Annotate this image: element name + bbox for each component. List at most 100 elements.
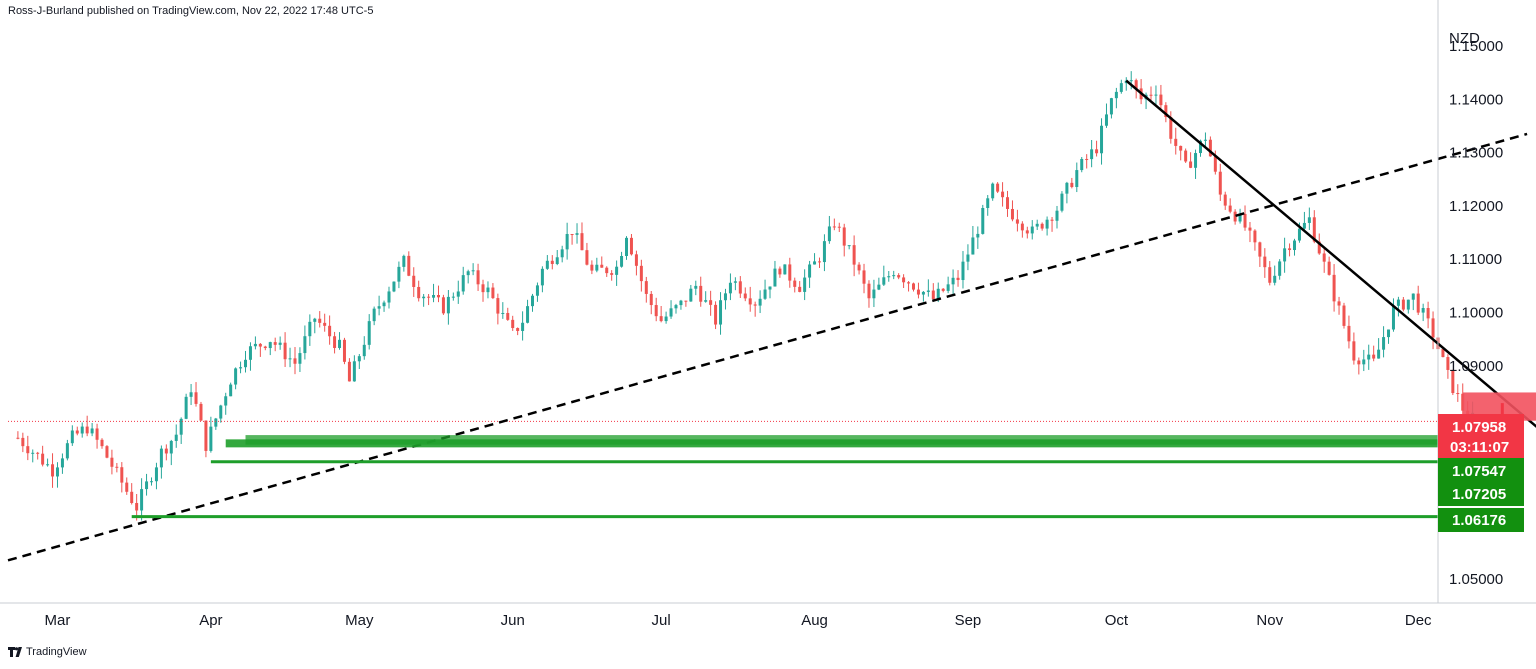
candle-body (526, 306, 530, 323)
candle-body (189, 392, 193, 397)
candle-body (1268, 267, 1272, 283)
candle-body (149, 481, 153, 483)
candle-body (427, 296, 431, 298)
candle-body (382, 302, 386, 307)
candle-body (575, 233, 579, 235)
drawing-layer (7, 79, 1536, 562)
support-zone (225, 439, 1438, 448)
candle-body (877, 284, 881, 290)
candle-body (476, 270, 480, 285)
candle-body (1045, 219, 1049, 229)
candle-body (867, 283, 871, 299)
candle-body (75, 430, 79, 434)
candle-body (1080, 158, 1084, 171)
dashed-trendline (7, 132, 1528, 562)
candle-body (748, 298, 752, 305)
candle-body (847, 245, 851, 247)
candle-body (610, 273, 614, 275)
candle-body (654, 305, 658, 317)
candle-body (60, 458, 64, 468)
candle-body (813, 261, 817, 265)
candle-body (916, 289, 920, 295)
candle-body (1352, 341, 1356, 361)
candle-body (1040, 223, 1044, 229)
y-tick-label: 1.13000 (1449, 145, 1503, 162)
candle-body (956, 277, 960, 281)
candle-body (545, 260, 549, 269)
candle-body (496, 298, 500, 314)
candle-body (1377, 349, 1381, 359)
candle-body (55, 467, 59, 477)
candle-body (590, 264, 594, 271)
candle-body (516, 328, 520, 331)
candle-body (634, 254, 638, 266)
candle-body (1446, 357, 1450, 370)
candle-body (1426, 308, 1430, 319)
candle-body (313, 318, 317, 322)
candle-body (466, 271, 470, 276)
candle-body (90, 428, 94, 434)
support-1-label: 1.07547 (1452, 463, 1506, 480)
candle-body (184, 396, 188, 419)
candle-body (432, 294, 436, 298)
x-tick-label: Apr (199, 612, 222, 629)
candle-body (897, 275, 901, 278)
tradingview-brand: TradingView (26, 646, 87, 658)
candle-body (753, 304, 757, 306)
candle-body (1134, 80, 1138, 89)
candle-body (1302, 222, 1306, 229)
candle-body (224, 396, 228, 406)
candle-body (1104, 114, 1108, 126)
candle-body (422, 296, 426, 299)
candle-body (976, 233, 980, 238)
candle-body (1273, 275, 1277, 283)
candle-body (733, 281, 737, 283)
candle-body (1406, 299, 1410, 310)
candle-body (1020, 223, 1024, 231)
candle-body (1006, 197, 1010, 209)
candle-body (907, 282, 911, 284)
candle-body (926, 290, 930, 292)
candle-body (263, 346, 267, 349)
candle-body (1288, 248, 1292, 251)
candle-body (1198, 140, 1202, 154)
candle-body (486, 287, 490, 293)
candle-body (1332, 274, 1336, 302)
candle-body (585, 250, 589, 265)
candle-body (1362, 359, 1366, 365)
candle-body (367, 321, 371, 345)
candle-body (1090, 149, 1094, 160)
candle-body (273, 342, 277, 345)
candle-body (372, 308, 376, 322)
candle-body (912, 283, 916, 290)
x-tick-label: May (345, 612, 374, 629)
candle-body (446, 296, 450, 314)
candle-body (298, 353, 302, 364)
candle-body (644, 281, 648, 294)
candle-body (1421, 308, 1425, 313)
candle-body (51, 464, 55, 477)
candle-body (397, 266, 401, 282)
candle-body (996, 183, 1000, 192)
candle-body (1327, 261, 1331, 275)
candle-body (357, 356, 361, 362)
candle-body (714, 304, 718, 325)
candle-body (1055, 210, 1059, 221)
candle-body (1154, 94, 1158, 96)
candle-body (1312, 217, 1316, 242)
candle-body (674, 305, 678, 309)
candle-body (1184, 150, 1188, 162)
candle-body (550, 260, 554, 264)
candle-body (580, 233, 584, 251)
candle-body (352, 361, 356, 382)
candles-layer (16, 71, 1475, 521)
candle-body (164, 448, 168, 454)
candle-body (209, 426, 213, 451)
candle-body (728, 282, 732, 294)
candle-body (1119, 83, 1123, 92)
candle-body (347, 361, 351, 382)
current-price-label: 1.07958 (1452, 419, 1506, 436)
candle-body (308, 321, 312, 337)
candle-body (1035, 223, 1039, 227)
